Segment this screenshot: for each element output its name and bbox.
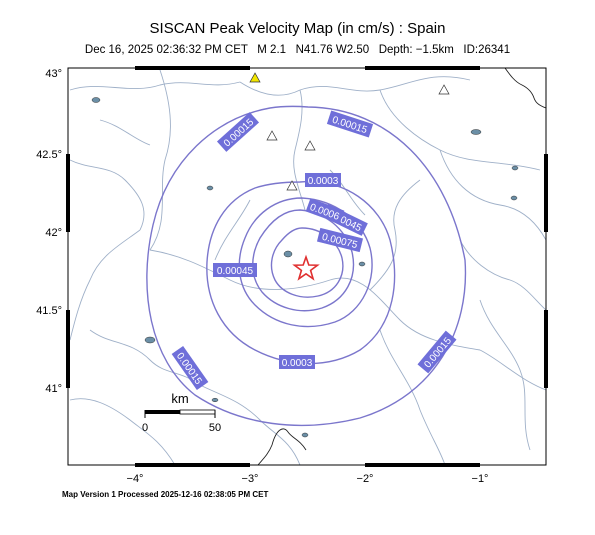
longitude-axis: −4° −3° −2° −1° xyxy=(127,473,489,485)
scale-bar: km 0 50 xyxy=(142,391,221,434)
contour-label: 0.0003 xyxy=(305,173,341,187)
contour-label: 0.00045 xyxy=(213,263,257,277)
lon-tick-label: −1° xyxy=(472,473,489,485)
lat-tick-label: 42.5° xyxy=(36,149,62,161)
lon-tick-label: −4° xyxy=(127,473,144,485)
station-triangle-icon[interactable] xyxy=(266,130,278,141)
contour-0.00045 xyxy=(238,197,373,328)
scale-bar-max: 50 xyxy=(209,422,221,434)
station-triangle-icon[interactable] xyxy=(286,180,298,191)
event-details: Dec 16, 2025 02:36:32 PM CET M 2.1 N41.7… xyxy=(84,44,511,56)
lon-tick-label: −2° xyxy=(357,473,374,485)
contour-label: 0.0003 xyxy=(279,355,315,369)
lat-tick-label: 41.5° xyxy=(36,305,62,317)
contour-0.00015 xyxy=(146,105,467,427)
lat-tick-label: 42° xyxy=(45,227,62,239)
rivers xyxy=(69,69,546,465)
contour-0.00075 xyxy=(270,227,344,298)
station-triangle-icon[interactable] xyxy=(438,84,450,95)
lat-tick-label: 43° xyxy=(45,68,62,80)
lat-tick-label: 41° xyxy=(45,383,62,395)
station-triangle-icon[interactable] xyxy=(249,72,261,83)
contour-0.0003 xyxy=(206,180,396,365)
map-frame xyxy=(66,66,548,467)
scale-bar-min: 0 xyxy=(142,422,148,434)
latitude-axis: 43° 42.5° 42° 41.5° 41° xyxy=(36,68,62,395)
scale-bar-title: km xyxy=(171,391,188,406)
svg-text:0.0003: 0.0003 xyxy=(308,176,339,187)
borders xyxy=(257,68,546,465)
station-triangle-icon[interactable] xyxy=(304,140,316,151)
map-title: SISCAN Peak Velocity Map (in cm/s) : Spa… xyxy=(149,20,446,37)
lon-tick-label: −3° xyxy=(242,473,259,485)
svg-text:0.00045: 0.00045 xyxy=(217,266,254,277)
svg-text:0.0003: 0.0003 xyxy=(282,358,313,369)
map-area xyxy=(68,68,546,465)
epicenter-star-icon xyxy=(292,254,320,281)
stations xyxy=(249,72,450,191)
processing-footer: Map Version 1 Processed 2025-12-16 02:38… xyxy=(62,490,269,499)
reservoirs xyxy=(91,97,519,438)
